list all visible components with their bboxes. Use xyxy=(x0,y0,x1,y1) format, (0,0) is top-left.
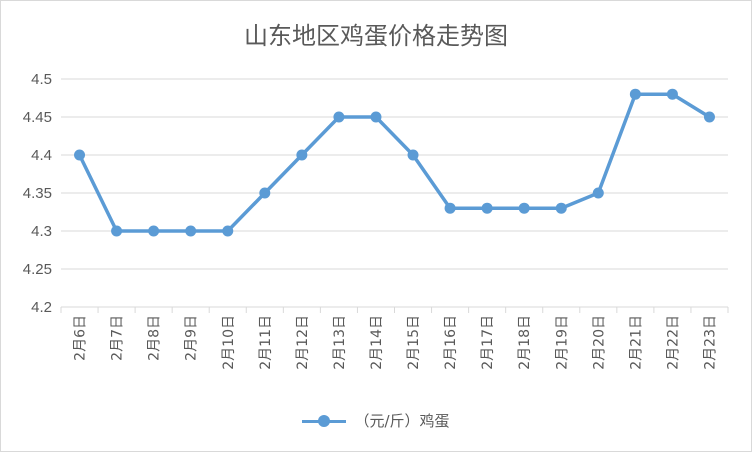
x-tick-label: 2月15日 xyxy=(406,315,422,370)
x-tick-label: 2月16日 xyxy=(443,315,459,370)
x-tick-label: 2月19日 xyxy=(554,315,570,370)
data-point xyxy=(259,187,271,199)
y-tick-label: 4.2 xyxy=(31,299,52,316)
data-point xyxy=(74,149,86,161)
y-tick-label: 4.5 xyxy=(31,71,52,88)
y-tick-label: 4.35 xyxy=(23,185,52,202)
x-tick-label: 2月11日 xyxy=(258,315,274,370)
legend-swatch xyxy=(302,414,347,428)
y-tick-label: 4.25 xyxy=(23,261,52,278)
series-line xyxy=(77,92,711,233)
data-point xyxy=(444,202,456,214)
legend: （元/斤）鸡蛋 xyxy=(0,410,752,432)
data-point xyxy=(592,187,604,199)
data-point xyxy=(703,111,715,123)
data-point xyxy=(370,111,382,123)
data-point xyxy=(666,88,678,100)
chart-title: 山东地区鸡蛋价格走势图 xyxy=(244,22,508,50)
x-tick-label: 2月13日 xyxy=(332,315,348,370)
y-tick-label: 4.45 xyxy=(23,109,52,126)
x-tick-label: 2月18日 xyxy=(517,315,533,370)
data-point xyxy=(333,111,345,123)
data-point xyxy=(185,225,197,237)
x-tick-label: 2月6日 xyxy=(73,315,89,361)
data-point xyxy=(148,225,160,237)
data-point xyxy=(518,202,530,214)
x-tick-label: 2月22日 xyxy=(665,315,681,370)
data-point xyxy=(296,149,308,161)
x-tick-label: 2月7日 xyxy=(110,315,126,361)
data-point xyxy=(407,149,419,161)
x-tick-label: 2月23日 xyxy=(702,315,718,370)
x-tick-label: 2月14日 xyxy=(369,315,385,370)
x-tick-label: 2月9日 xyxy=(184,315,200,361)
data-point xyxy=(629,88,641,100)
x-tick-label: 2月8日 xyxy=(147,315,163,361)
data-point xyxy=(555,202,567,214)
data-point xyxy=(481,202,493,214)
y-tick-label: 4.4 xyxy=(31,147,52,164)
y-tick-label: 4.3 xyxy=(31,223,52,240)
legend-label: （元/斤）鸡蛋 xyxy=(354,412,450,430)
x-tick-label: 2月17日 xyxy=(480,315,496,370)
data-point xyxy=(222,225,234,237)
x-tick-label: 2月10日 xyxy=(221,315,237,370)
x-tick-label: 2月21日 xyxy=(628,315,644,370)
x-tick-label: 2月20日 xyxy=(591,315,607,370)
x-tick-label: 2月12日 xyxy=(295,315,311,370)
data-point xyxy=(111,225,123,237)
